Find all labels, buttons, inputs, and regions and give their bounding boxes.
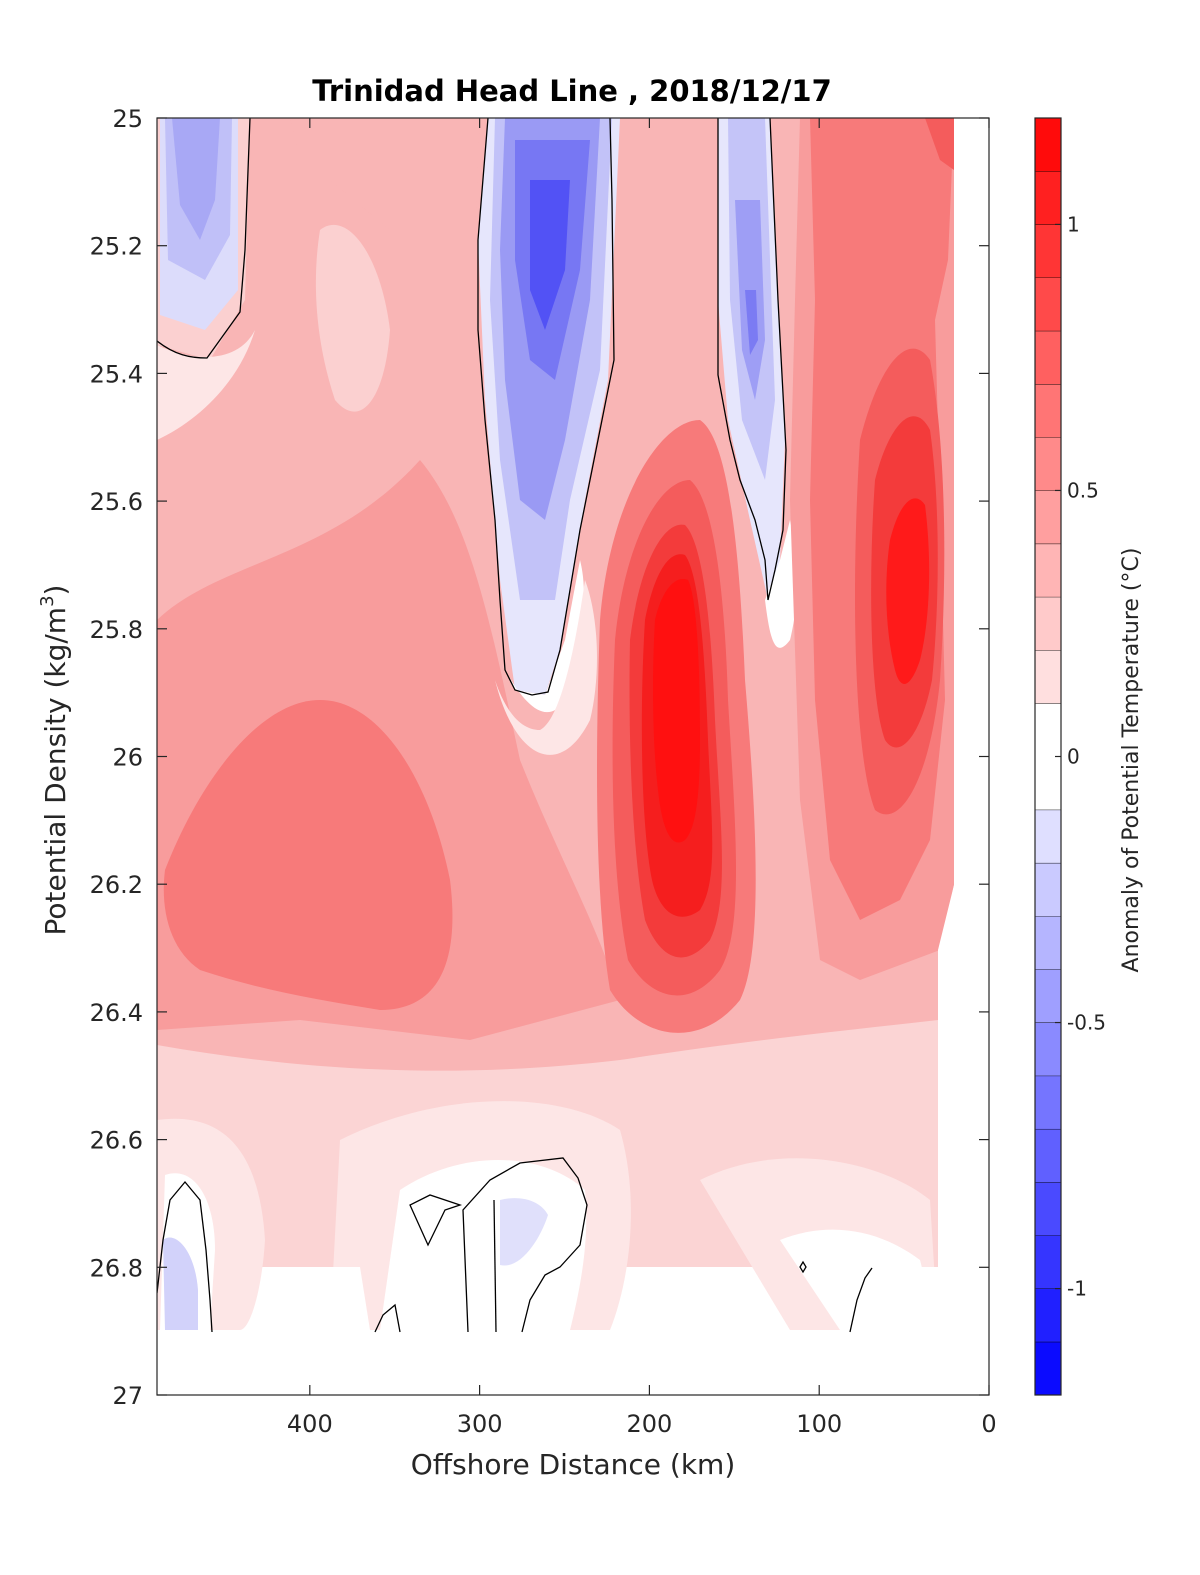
colorbar-band <box>1035 916 1061 970</box>
colorbar: -1 -0.5 0 0.5 1 <box>1034 117 1106 1396</box>
chart-title: Trinidad Head Line , 2018/12/17 <box>312 74 832 108</box>
y-tick-label: 25 <box>112 105 143 133</box>
x-tick-label: 0 <box>981 1410 996 1438</box>
colorbar-band <box>1035 596 1061 651</box>
field-white-gap-right <box>765 520 797 648</box>
field-pale-gap-center <box>495 580 597 755</box>
y-tick-label: 26.8 <box>90 1254 143 1282</box>
colorbar-band <box>1035 490 1061 544</box>
y-tick-label: 26.2 <box>90 871 143 899</box>
colorbar-level-bands <box>1035 117 1061 1395</box>
colorbar-band <box>1035 118 1061 172</box>
y-axis-title: Potential Density (kg/m3) <box>37 585 72 936</box>
field-warm-center-5 <box>653 579 700 843</box>
y-axis: 25 25.2 25.4 25.6 25.8 26 26.2 26.4 26.6 26.8 27 <box>90 105 989 1410</box>
field-pale-top-mid <box>315 224 390 412</box>
x-tick-label: 200 <box>627 1410 673 1438</box>
field-mask-bottom-2 <box>292 1267 370 1330</box>
field-white-pocket-lower-center <box>380 1160 587 1330</box>
field-cold-left-3 <box>172 118 220 240</box>
zero-contour-lower-right-dot <box>799 1260 807 1274</box>
field-cold-right-4 <box>745 290 758 355</box>
colorbar-title: Anomaly of Potential Temperature (°C) <box>1119 548 1144 973</box>
zero-contour-lower-center-1 <box>409 1194 463 1247</box>
colorbar-band <box>1035 1235 1061 1289</box>
colorbar-band <box>1035 1341 1061 1395</box>
colorbar-band <box>1035 862 1061 917</box>
colorbar-band <box>1035 1182 1061 1236</box>
y-tick-label: 27 <box>112 1382 143 1410</box>
y-axis-title-superscript: 3 <box>37 595 58 606</box>
zero-contour-right <box>717 118 787 601</box>
zero-contour-lower-center-3 <box>493 1199 497 1333</box>
field-warm-patch-left <box>163 700 453 1010</box>
y-axis-title-main: Potential Density (kg/m <box>39 607 72 936</box>
y-tick-label: 26.4 <box>90 999 143 1027</box>
colorbar-tick-label: 0 <box>1067 745 1080 769</box>
y-tick-label: 26.6 <box>90 1127 143 1155</box>
colorbar-band <box>1035 650 1061 704</box>
zero-contour-upper-left <box>157 118 251 359</box>
colorbar-band <box>1035 437 1061 491</box>
x-axis: 400 300 200 100 0 <box>287 118 997 1438</box>
colorbar-band <box>1035 330 1061 385</box>
x-axis-title: Offshore Distance (km) <box>411 1448 736 1481</box>
x-tick-label: 400 <box>287 1410 333 1438</box>
field-white-gap-center <box>500 560 585 713</box>
field-cold-lower-left <box>163 1237 198 1330</box>
zero-contours <box>157 118 873 1333</box>
colorbar-band <box>1035 1288 1061 1342</box>
colorbar-band <box>1035 809 1061 863</box>
zero-contour-lower-center-2 <box>462 1157 588 1333</box>
zero-contour-lower-left <box>157 1180 213 1333</box>
field-warm-top-band <box>290 118 480 350</box>
y-axis-title-end: ) <box>39 585 72 596</box>
x-tick-label: 300 <box>457 1410 503 1438</box>
colorbar-band <box>1035 1128 1061 1183</box>
field-warm-top-right <box>925 118 954 170</box>
colorbar-band <box>1035 969 1061 1023</box>
field-mask-bottom-3 <box>620 1267 735 1330</box>
colorbar-tick-label: 1 <box>1067 212 1080 236</box>
y-tick-label: 26 <box>112 744 143 772</box>
zero-contour-lower-center-4 <box>374 1303 401 1333</box>
field-mask-bottom-1 <box>157 1330 989 1395</box>
colorbar-band <box>1035 224 1061 278</box>
colorbar-tick-label: 0.5 <box>1067 478 1099 502</box>
temperature-anomaly-field <box>157 118 989 1395</box>
colorbar-band <box>1035 277 1061 331</box>
y-tick-label: 25.2 <box>90 233 143 261</box>
zero-contour-lower-right <box>849 1267 873 1333</box>
colorbar-band <box>1035 1075 1061 1129</box>
field-cold-lower-center <box>500 1198 548 1266</box>
zero-contour-center <box>477 118 615 696</box>
y-tick-label: 25.6 <box>90 488 143 516</box>
colorbar-tick-label: -1 <box>1067 1277 1087 1301</box>
colorbar-band <box>1035 543 1061 597</box>
x-tick-label: 100 <box>796 1410 842 1438</box>
colorbar-band <box>1035 384 1061 438</box>
colorbar-tick-label: -0.5 <box>1067 1011 1106 1035</box>
field-cold-center-5 <box>530 180 570 330</box>
y-tick-label: 25.8 <box>90 616 143 644</box>
field-pale-upper-left-2 <box>157 330 255 440</box>
y-tick-label: 25.4 <box>90 360 143 388</box>
colorbar-band <box>1035 1022 1061 1076</box>
field-mask-right <box>938 118 989 1395</box>
field-warm-right-5 <box>886 498 930 684</box>
colorbar-band <box>1035 171 1061 225</box>
colorbar-ticks: -1 -0.5 0 0.5 1 <box>1055 212 1106 1301</box>
